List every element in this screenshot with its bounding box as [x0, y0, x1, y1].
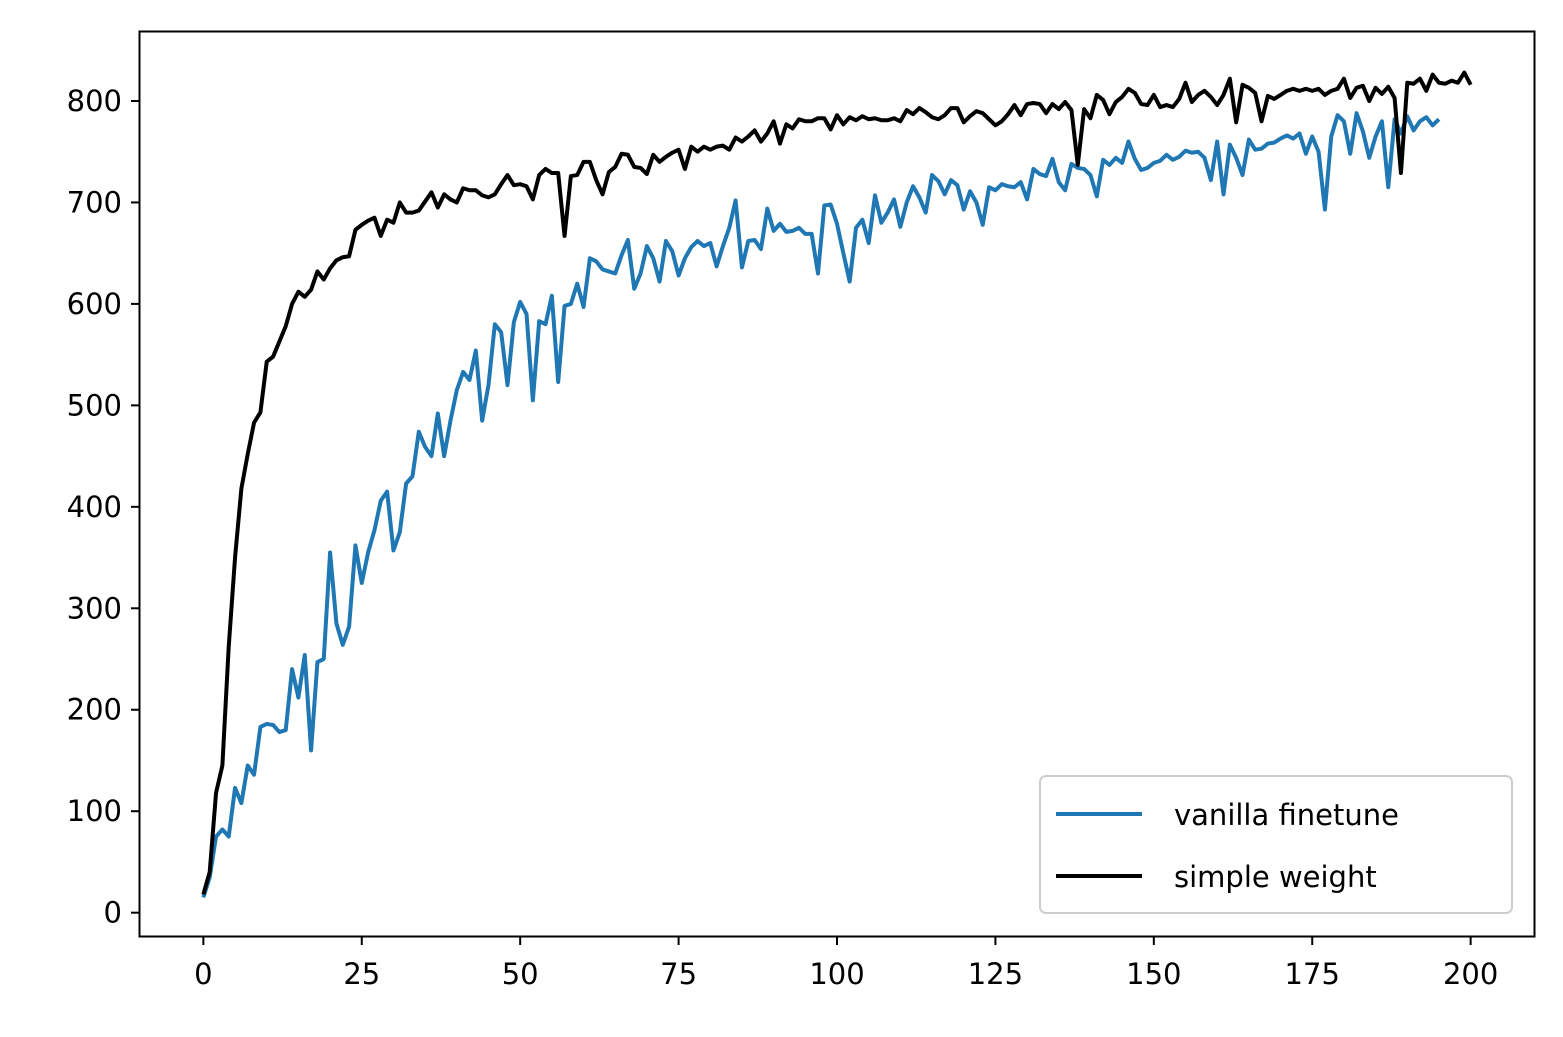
series-line-vanilla-finetune	[201, 111, 1441, 899]
legend-label-vanilla-finetune: vanilla finetune	[1174, 798, 1399, 832]
y-tick-label: 0	[104, 896, 122, 930]
y-tick-label: 300	[67, 591, 122, 625]
legend: vanilla finetune simple weight	[1039, 775, 1513, 914]
x-tick-label: 150	[1126, 957, 1181, 991]
legend-label-simple-weight: simple weight	[1174, 860, 1377, 894]
series-layer	[201, 70, 1473, 899]
x-tick-label: 100	[809, 957, 864, 991]
x-tick-label: 0	[194, 957, 212, 991]
y-tick-label: 700	[67, 185, 122, 219]
x-tick-label: 200	[1443, 957, 1498, 991]
y-tick-label: 100	[67, 794, 122, 828]
series-line-simple-weight	[201, 70, 1473, 895]
legend-box	[1039, 775, 1513, 914]
x-tick-label: 50	[502, 957, 539, 991]
y-tick-label: 200	[67, 693, 122, 727]
x-tick-label: 75	[660, 957, 697, 991]
x-tick-label: 175	[1285, 957, 1340, 991]
tick-layer: 0 25 50 75 100 125 150 175 200 0 100 200 300 400 500 60…	[67, 84, 1499, 991]
x-tick-label: 125	[968, 957, 1023, 991]
x-tick-label: 25	[343, 957, 380, 991]
plot-frame	[138, 30, 1536, 938]
y-tick-label: 600	[67, 287, 122, 321]
y-tick-label: 400	[67, 490, 122, 524]
y-tick-label: 800	[67, 84, 122, 118]
y-tick-label: 500	[67, 388, 122, 422]
